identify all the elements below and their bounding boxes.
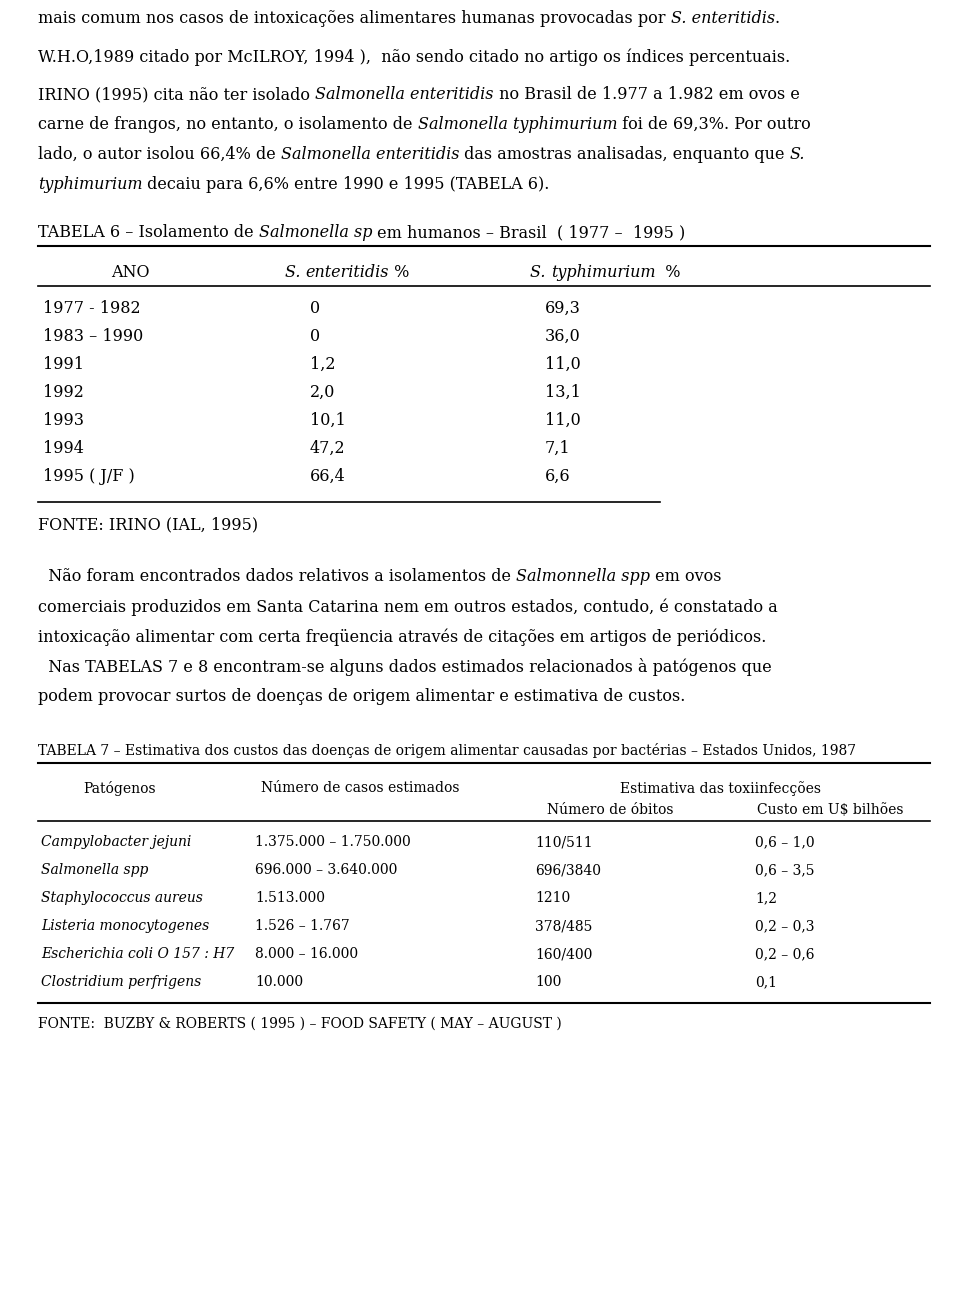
Text: 0,1: 0,1 — [755, 976, 777, 989]
Text: 0,6 – 1,0: 0,6 – 1,0 — [755, 835, 815, 850]
Text: 1.375.000 – 1.750.000: 1.375.000 – 1.750.000 — [255, 835, 411, 850]
Text: Salmonella enteritidis: Salmonella enteritidis — [315, 85, 493, 102]
Text: %: % — [389, 264, 410, 281]
Text: lado, o autor isolou 66,4% de: lado, o autor isolou 66,4% de — [38, 146, 281, 163]
Text: %: % — [655, 264, 681, 281]
Text: 69,3: 69,3 — [545, 299, 581, 316]
Text: 1,2: 1,2 — [755, 892, 777, 905]
Text: S.: S. — [530, 264, 551, 281]
Text: Salmonella sp: Salmonella sp — [259, 225, 372, 242]
Text: em humanos – Brasil  ( 1977 –  1995 ): em humanos – Brasil ( 1977 – 1995 ) — [372, 225, 685, 242]
Text: 100: 100 — [535, 976, 562, 989]
Text: .: . — [775, 11, 780, 28]
Text: 7,1: 7,1 — [545, 440, 570, 457]
Text: FONTE: IRINO (IAL, 1995): FONTE: IRINO (IAL, 1995) — [38, 516, 258, 533]
Text: Número de casos estimados: Número de casos estimados — [261, 781, 459, 794]
Text: 1210: 1210 — [535, 892, 570, 905]
Text: enteritidis: enteritidis — [305, 264, 389, 281]
Text: 1995 ( J/F ): 1995 ( J/F ) — [43, 467, 134, 484]
Text: em ovos: em ovos — [650, 569, 722, 586]
Text: Salmonella typhimurium: Salmonella typhimurium — [418, 116, 617, 133]
Text: S. enteritidis: S. enteritidis — [671, 11, 775, 28]
Text: 160/400: 160/400 — [535, 947, 592, 961]
Text: TABELA 6 – Isolamento de: TABELA 6 – Isolamento de — [38, 225, 259, 242]
Text: podem provocar surtos de doenças de origem alimentar e estimativa de custos.: podem provocar surtos de doenças de orig… — [38, 688, 685, 705]
Text: 0,2 – 0,6: 0,2 – 0,6 — [755, 947, 814, 961]
Text: ANO: ANO — [110, 264, 149, 281]
Text: 2,0: 2,0 — [310, 383, 335, 400]
Text: Número de óbitos: Número de óbitos — [547, 804, 673, 817]
Text: Custo em U$ bilhões: Custo em U$ bilhões — [756, 804, 903, 817]
Text: carne de frangos, no entanto, o isolamento de: carne de frangos, no entanto, o isolamen… — [38, 116, 418, 133]
Text: Listeria monocytogenes: Listeria monocytogenes — [41, 919, 209, 934]
Text: Estimativa das toxiinfecções: Estimativa das toxiinfecções — [619, 781, 821, 796]
Text: TABELA 7 – Estimativa dos custos das doenças de origem alimentar causadas por ba: TABELA 7 – Estimativa dos custos das doe… — [38, 743, 856, 758]
Text: 378/485: 378/485 — [535, 919, 592, 934]
Text: 8.000 – 16.000: 8.000 – 16.000 — [255, 947, 358, 961]
Text: Campylobacter jejuni: Campylobacter jejuni — [41, 835, 191, 850]
Text: 1991: 1991 — [43, 356, 84, 373]
Text: 36,0: 36,0 — [545, 328, 581, 345]
Text: 10,1: 10,1 — [310, 412, 346, 429]
Text: 0,6 – 3,5: 0,6 – 3,5 — [755, 863, 814, 877]
Text: S.: S. — [790, 146, 805, 163]
Text: decaiu para 6,6% entre 1990 e 1995 (TABELA 6).: decaiu para 6,6% entre 1990 e 1995 (TABE… — [142, 176, 550, 193]
Text: 0: 0 — [310, 328, 320, 345]
Text: Salmonella spp: Salmonella spp — [41, 863, 149, 877]
Text: 696.000 – 3.640.000: 696.000 – 3.640.000 — [255, 863, 397, 877]
Text: 11,0: 11,0 — [545, 412, 581, 429]
Text: intoxicação alimentar com certa freqüencia através de citações em artigos de per: intoxicação alimentar com certa freqüenc… — [38, 628, 766, 646]
Text: 13,1: 13,1 — [545, 383, 581, 400]
Text: 0: 0 — [310, 299, 320, 316]
Text: Salmonella enteritidis: Salmonella enteritidis — [281, 146, 460, 163]
Text: mais comum nos casos de intoxicações alimentares humanas provocadas por: mais comum nos casos de intoxicações ali… — [38, 11, 671, 28]
Text: 11,0: 11,0 — [545, 356, 581, 373]
Text: 10.000: 10.000 — [255, 976, 303, 989]
Text: Escherichia coli O 157 : H7: Escherichia coli O 157 : H7 — [41, 947, 234, 961]
Text: 1992: 1992 — [43, 383, 84, 400]
Text: 0,2 – 0,3: 0,2 – 0,3 — [755, 919, 814, 934]
Text: 1994: 1994 — [43, 440, 84, 457]
Text: FONTE:  BUZBY & ROBERTS ( 1995 ) – FOOD SAFETY ( MAY – AUGUST ): FONTE: BUZBY & ROBERTS ( 1995 ) – FOOD S… — [38, 1018, 562, 1031]
Text: 1977 - 1982: 1977 - 1982 — [43, 299, 140, 316]
Text: IRINO (1995) cita não ter isolado: IRINO (1995) cita não ter isolado — [38, 85, 315, 102]
Text: comerciais produzidos em Santa Catarina nem em outros estados, contudo, é consta: comerciais produzidos em Santa Catarina … — [38, 597, 778, 616]
Text: 1983 – 1990: 1983 – 1990 — [43, 328, 143, 345]
Text: 696/3840: 696/3840 — [535, 863, 601, 877]
Text: W.H.O,1989 citado por McILROY, 1994 ),  não sendo citado no artigo os índices pe: W.H.O,1989 citado por McILROY, 1994 ), n… — [38, 49, 790, 66]
Text: Não foram encontrados dados relativos a isolamentos de: Não foram encontrados dados relativos a … — [38, 569, 516, 586]
Text: Staphylococcus aureus: Staphylococcus aureus — [41, 892, 203, 905]
Text: 110/511: 110/511 — [535, 835, 592, 850]
Text: 1993: 1993 — [43, 412, 84, 429]
Text: no Brasil de 1.977 a 1.982 em ovos e: no Brasil de 1.977 a 1.982 em ovos e — [493, 85, 800, 102]
Text: 1.526 – 1.767: 1.526 – 1.767 — [255, 919, 349, 934]
Text: 66,4: 66,4 — [310, 467, 346, 484]
Text: Nas TABELAS 7 e 8 encontram-se alguns dados estimados relacionados à patógenos q: Nas TABELAS 7 e 8 encontram-se alguns da… — [38, 658, 772, 676]
Text: typhimurium: typhimurium — [38, 176, 142, 193]
Text: das amostras analisadas, enquanto que: das amostras analisadas, enquanto que — [460, 146, 790, 163]
Text: Patógenos: Patógenos — [84, 781, 156, 796]
Text: 1.513.000: 1.513.000 — [255, 892, 325, 905]
Text: Clostridium perfrigens: Clostridium perfrigens — [41, 976, 202, 989]
Text: 47,2: 47,2 — [310, 440, 346, 457]
Text: 1,2: 1,2 — [310, 356, 335, 373]
Text: 6,6: 6,6 — [545, 467, 570, 484]
Text: foi de 69,3%. Por outro: foi de 69,3%. Por outro — [617, 116, 811, 133]
Text: Salmonnella spp: Salmonnella spp — [516, 569, 650, 586]
Text: S.: S. — [285, 264, 305, 281]
Text: typhimurium: typhimurium — [551, 264, 655, 281]
